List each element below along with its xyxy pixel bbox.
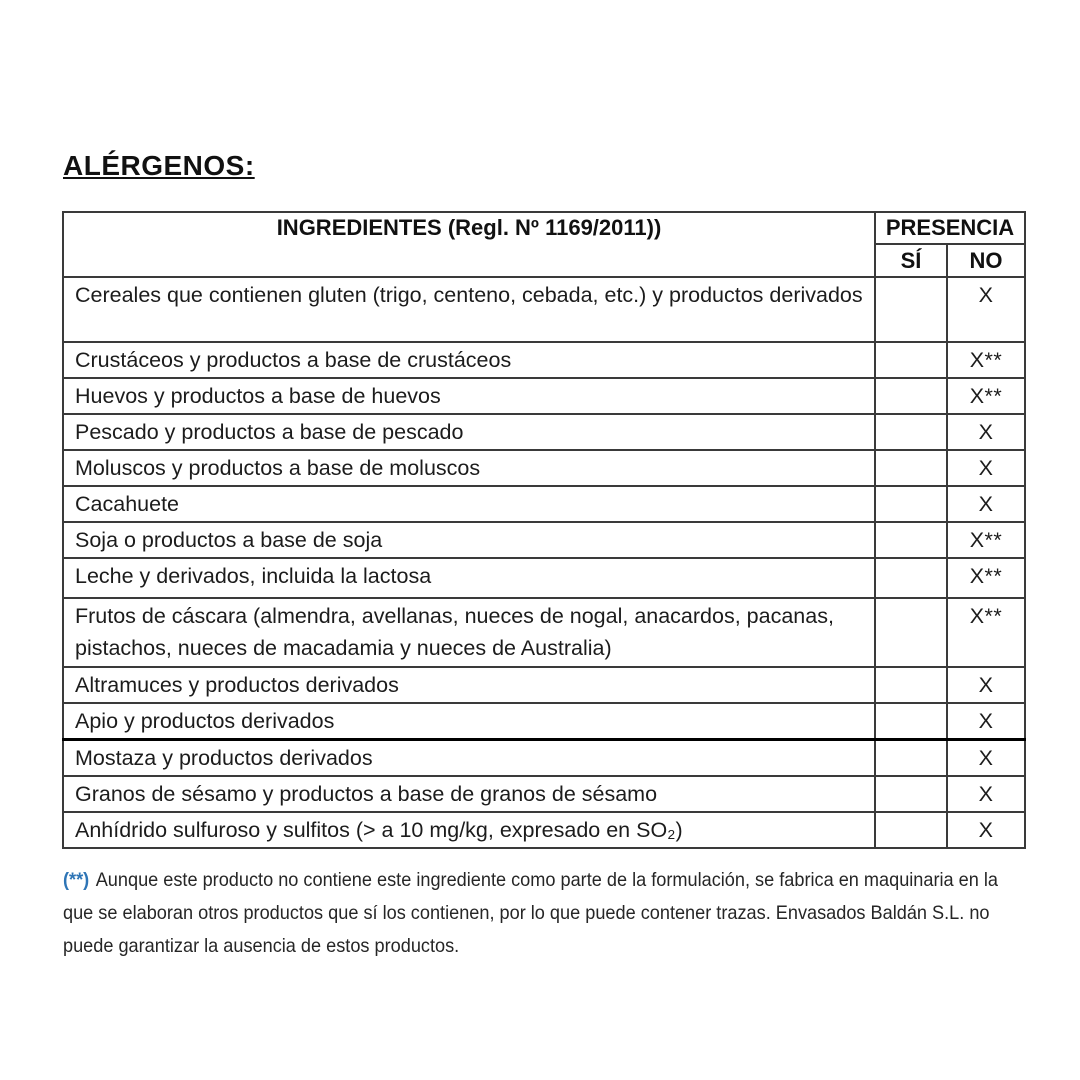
presence-no-cell: X [945, 449, 1027, 487]
column-header-ingredientes: INGREDIENTES (Regl. Nº 1169/2011)) [62, 211, 876, 278]
ingredient-cell: Soja o productos a base de soja [62, 521, 876, 559]
ingredient-cell: Anhídrido sulfuroso y sulfitos (> a 10 m… [62, 811, 876, 849]
table-row: Frutos de cáscara (almendra, avellanas, … [62, 597, 1027, 668]
presence-si-cell [874, 485, 948, 523]
presence-si-cell [874, 811, 948, 849]
presence-si-cell [874, 557, 948, 599]
presence-si-cell [874, 377, 948, 415]
presence-no-cell: X** [945, 377, 1027, 415]
presence-si-cell [874, 341, 948, 379]
ingredient-cell: Mostaza y productos derivados [62, 738, 876, 777]
presence-no-cell: X** [945, 557, 1027, 599]
ingredient-cell: Pescado y productos a base de pescado [62, 413, 876, 451]
footnote-text: puede garantizar la ausencia de estos pr… [63, 935, 460, 957]
table-row: Pescado y productos a base de pescado X [62, 413, 1027, 451]
presence-no-cell: X [945, 413, 1027, 451]
ingredient-cell: Leche y derivados, incluida la lactosa [62, 557, 876, 599]
footnote-line: que se elaboran otros productos que sí l… [63, 897, 990, 930]
presence-no-cell: X** [945, 597, 1027, 668]
presence-no-cell: X [945, 485, 1027, 523]
allergen-table: INGREDIENTES (Regl. Nº 1169/2011)) PRESE… [62, 211, 1027, 849]
presence-si-cell [874, 666, 948, 704]
ingredient-cell: Huevos y productos a base de huevos [62, 377, 876, 415]
footnote-text: Aunque este producto no contiene este in… [95, 869, 998, 891]
table-row: Granos de sésamo y productos a base de g… [62, 775, 1027, 813]
footnote-line: puede garantizar la ausencia de estos pr… [63, 930, 960, 963]
column-header-presencia: PRESENCIA [873, 211, 1027, 245]
footnote-marker: (**) [63, 869, 90, 891]
presence-no-cell: X** [945, 521, 1027, 559]
ingredient-cell: Granos de sésamo y productos a base de g… [62, 775, 876, 813]
presence-no-cell: X [945, 666, 1027, 704]
table-row: Moluscos y productos a base de moluscos X [62, 449, 1027, 487]
table-row: Anhídrido sulfuroso y sulfitos (> a 10 m… [62, 811, 1027, 849]
footnote: (**) Aunque este producto no contiene est… [63, 864, 1028, 963]
footnote-text: que se elaboran otros productos que sí l… [63, 902, 990, 924]
table-row: Mostaza y productos derivados X [62, 738, 1027, 777]
table-row: Huevos y productos a base de huevos X** [62, 377, 1027, 415]
presence-si-cell [874, 521, 948, 559]
presence-si-cell [874, 738, 948, 777]
presence-si-cell [874, 413, 948, 451]
presence-si-cell [874, 702, 948, 741]
column-header-si: SÍ [874, 243, 948, 278]
ingredient-cell: Apio y productos derivados [62, 702, 876, 741]
table-row: Altramuces y productos derivados X [62, 666, 1027, 704]
presence-si-cell [874, 597, 948, 668]
table-row: Cereales que contienen gluten (trigo, ce… [62, 276, 1027, 343]
presence-no-cell: X** [945, 341, 1027, 379]
ingredient-cell: Cacahuete [62, 485, 876, 523]
presence-no-cell: X [945, 811, 1027, 849]
header-row-main: INGREDIENTES (Regl. Nº 1169/2011)) PRESE… [62, 211, 1027, 278]
footnote-line: (**) Aunque este producto no contiene est… [63, 864, 998, 897]
presence-no-cell: X [945, 775, 1027, 813]
ingredient-cell: Frutos de cáscara (almendra, avellanas, … [62, 597, 876, 668]
table-row: Crustáceos y productos a base de crustác… [62, 341, 1027, 379]
presence-si-cell [874, 276, 948, 343]
column-header-no: NO [945, 243, 1027, 278]
presence-no-cell: X [945, 702, 1027, 741]
ingredient-cell: Altramuces y productos derivados [62, 666, 876, 704]
presence-no-cell: X [945, 738, 1027, 777]
table-row: Cacahuete X [62, 485, 1027, 523]
allergen-table-body: Cereales que contienen gluten (trigo, ce… [62, 276, 1027, 849]
table-row: Apio y productos derivados X [62, 702, 1027, 741]
allergen-table-header: INGREDIENTES (Regl. Nº 1169/2011)) PRESE… [62, 211, 1027, 278]
ingredient-cell: Moluscos y productos a base de moluscos [62, 449, 876, 487]
presence-si-cell [874, 449, 948, 487]
ingredient-cell: Crustáceos y productos a base de crustác… [62, 341, 876, 379]
header-row-sub: SÍ NO [63, 243, 1027, 278]
allergen-declaration-sheet: ALÉRGENOS: INGREDIENTES (Regl. Nº 1169/2… [62, 150, 1028, 963]
table-row: Soja o productos a base de soja X** [62, 521, 1027, 559]
presence-si-cell [874, 775, 948, 813]
ingredient-cell: Cereales que contienen gluten (trigo, ce… [62, 276, 876, 343]
table-row: Leche y derivados, incluida la lactosa X*… [62, 557, 1027, 599]
page-title: ALÉRGENOS: [63, 150, 255, 181]
presence-no-cell: X [945, 276, 1027, 343]
